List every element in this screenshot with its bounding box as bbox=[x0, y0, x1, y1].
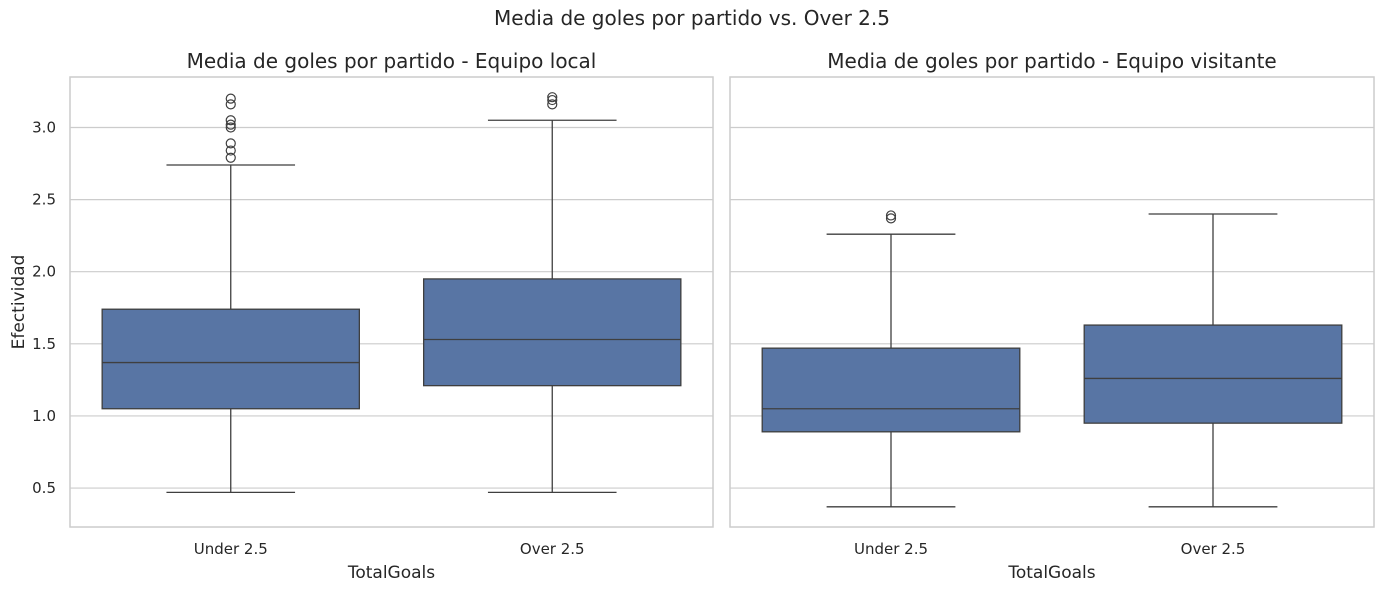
y-axis-label: Efectividad bbox=[9, 255, 29, 350]
outlier-point bbox=[225, 93, 236, 104]
x-axis-label: TotalGoals bbox=[1007, 563, 1095, 583]
outlier-point bbox=[225, 122, 236, 133]
box-1 bbox=[761, 210, 1021, 508]
subplot-2: Under 2.5 Over 2.5 TotalGoals Media de gole… bbox=[729, 49, 1375, 583]
y-tick-label: 1.5 bbox=[32, 335, 56, 353]
box-body bbox=[422, 278, 682, 387]
y-tick-label: 0.5 bbox=[32, 479, 56, 497]
subplot-title: Media de goles por partido - Equipo visi… bbox=[827, 49, 1276, 73]
box-2 bbox=[422, 92, 682, 494]
subplot-1: 0.5 1.0 1.5 2.0 2.5 3.0 Under 2.5 Over 2.5 Total… bbox=[9, 49, 714, 583]
axes-frame bbox=[729, 76, 1375, 528]
axes-frame bbox=[69, 76, 714, 528]
x-tick-label: Over 2.5 bbox=[1181, 540, 1246, 558]
x-axis-label: TotalGoals bbox=[347, 563, 435, 583]
outlier-point bbox=[885, 210, 897, 221]
x-tick-label: Under 2.5 bbox=[194, 540, 268, 558]
y-tick-label: 2.0 bbox=[32, 263, 56, 281]
box-body bbox=[1083, 324, 1343, 424]
y-tick-label: 1.0 bbox=[32, 407, 56, 425]
y-tick-label: 3.0 bbox=[32, 118, 56, 136]
box-1 bbox=[101, 93, 361, 494]
outlier-point bbox=[547, 92, 558, 103]
box-body bbox=[761, 347, 1021, 433]
subplot-title: Media de goles por partido - Equipo loca… bbox=[187, 49, 597, 73]
x-tick-label: Under 2.5 bbox=[854, 540, 928, 558]
subplots: 0.5 1.0 1.5 2.0 2.5 3.0 Under 2.5 Over 2.5 Total… bbox=[9, 49, 1375, 583]
x-tick-label: Over 2.5 bbox=[520, 540, 585, 558]
outlier-point bbox=[225, 99, 236, 110]
outlier-point bbox=[225, 152, 236, 163]
outlier-point bbox=[225, 115, 236, 126]
outlier-point bbox=[225, 145, 236, 156]
box-body bbox=[101, 308, 361, 410]
y-tick-label: 2.5 bbox=[32, 191, 56, 209]
outlier-point bbox=[547, 99, 558, 110]
outlier-point bbox=[885, 213, 897, 224]
outlier-point bbox=[225, 138, 236, 149]
figure-suptitle: Media de goles por partido vs. Over 2.5 bbox=[494, 6, 890, 30]
outlier-point bbox=[547, 94, 558, 106]
outlier-point bbox=[225, 119, 236, 130]
box-2 bbox=[1083, 213, 1343, 508]
